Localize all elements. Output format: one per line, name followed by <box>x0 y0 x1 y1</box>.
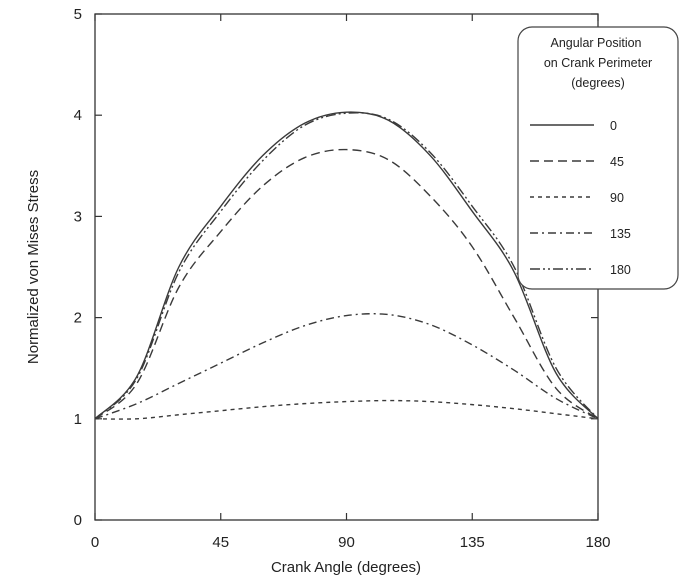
x-tick-label: 180 <box>585 534 610 551</box>
series-line-90 <box>94 399 599 420</box>
legend-label-180: 180 <box>610 263 631 277</box>
series-line-135 <box>94 313 599 420</box>
y-tick-label: 4 <box>74 107 82 124</box>
legend-label-0: 0 <box>610 119 617 133</box>
x-tick-label: 45 <box>212 534 229 551</box>
y-axis-title: Normalized von Mises Stress <box>25 170 42 364</box>
x-tick-label: 0 <box>91 534 99 551</box>
legend-label-135: 135 <box>610 227 631 241</box>
x-axis-title: Crank Angle (degrees) <box>271 559 421 576</box>
x-tick-label: 90 <box>338 534 355 551</box>
y-tick-label: 3 <box>74 208 82 225</box>
series-layer <box>94 111 599 420</box>
legend-title-line-3: (degrees) <box>571 76 625 90</box>
y-tick-label: 2 <box>74 310 82 327</box>
legend-box <box>517 26 679 290</box>
series-line-0 <box>94 111 599 420</box>
x-tick-label: 135 <box>460 534 485 551</box>
legend-label-90: 90 <box>610 191 624 205</box>
y-tick-label: 5 <box>74 6 82 23</box>
legend-label-45: 45 <box>610 155 624 169</box>
series-line-45 <box>94 148 599 420</box>
legend: Angular Position on Crank Perimeter (deg… <box>517 26 679 290</box>
y-tick-label: 0 <box>74 512 82 529</box>
legend-title-line-2: on Crank Perimeter <box>544 56 652 70</box>
y-tick-label: 1 <box>74 411 82 428</box>
legend-items: 0 45 90 135 180 <box>530 119 631 277</box>
legend-title-line-1: Angular Position <box>550 36 641 50</box>
